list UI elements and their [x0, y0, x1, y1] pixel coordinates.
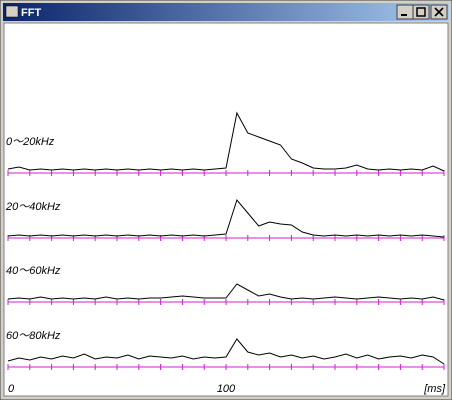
minimize-button[interactable]	[396, 4, 414, 20]
signal-line	[7, 338, 445, 365]
panel-label: 0～20kHz	[6, 136, 55, 148]
x-tick-label: 0	[8, 383, 15, 395]
close-button[interactable]	[430, 4, 448, 20]
signal-line	[7, 283, 445, 301]
panel-label: 20～40kHz	[5, 201, 61, 213]
panel-label: 60～80kHz	[6, 330, 61, 342]
plots: 0～20kHz 20～40kHz 40～60kHz 60～80kHz 0 100 [ms]	[5, 111, 446, 395]
client-area	[3, 22, 449, 397]
window-title: FFT	[21, 7, 41, 19]
signal-line	[7, 111, 445, 172]
title-bar	[3, 3, 449, 21]
app-icon[interactable]	[5, 5, 19, 18]
signal-line	[7, 198, 445, 238]
panel-label: 40～60kHz	[6, 265, 61, 277]
x-tick-label: 100	[217, 383, 236, 395]
x-axis-unit: [ms]	[423, 383, 446, 395]
maximize-button[interactable]	[412, 4, 430, 20]
